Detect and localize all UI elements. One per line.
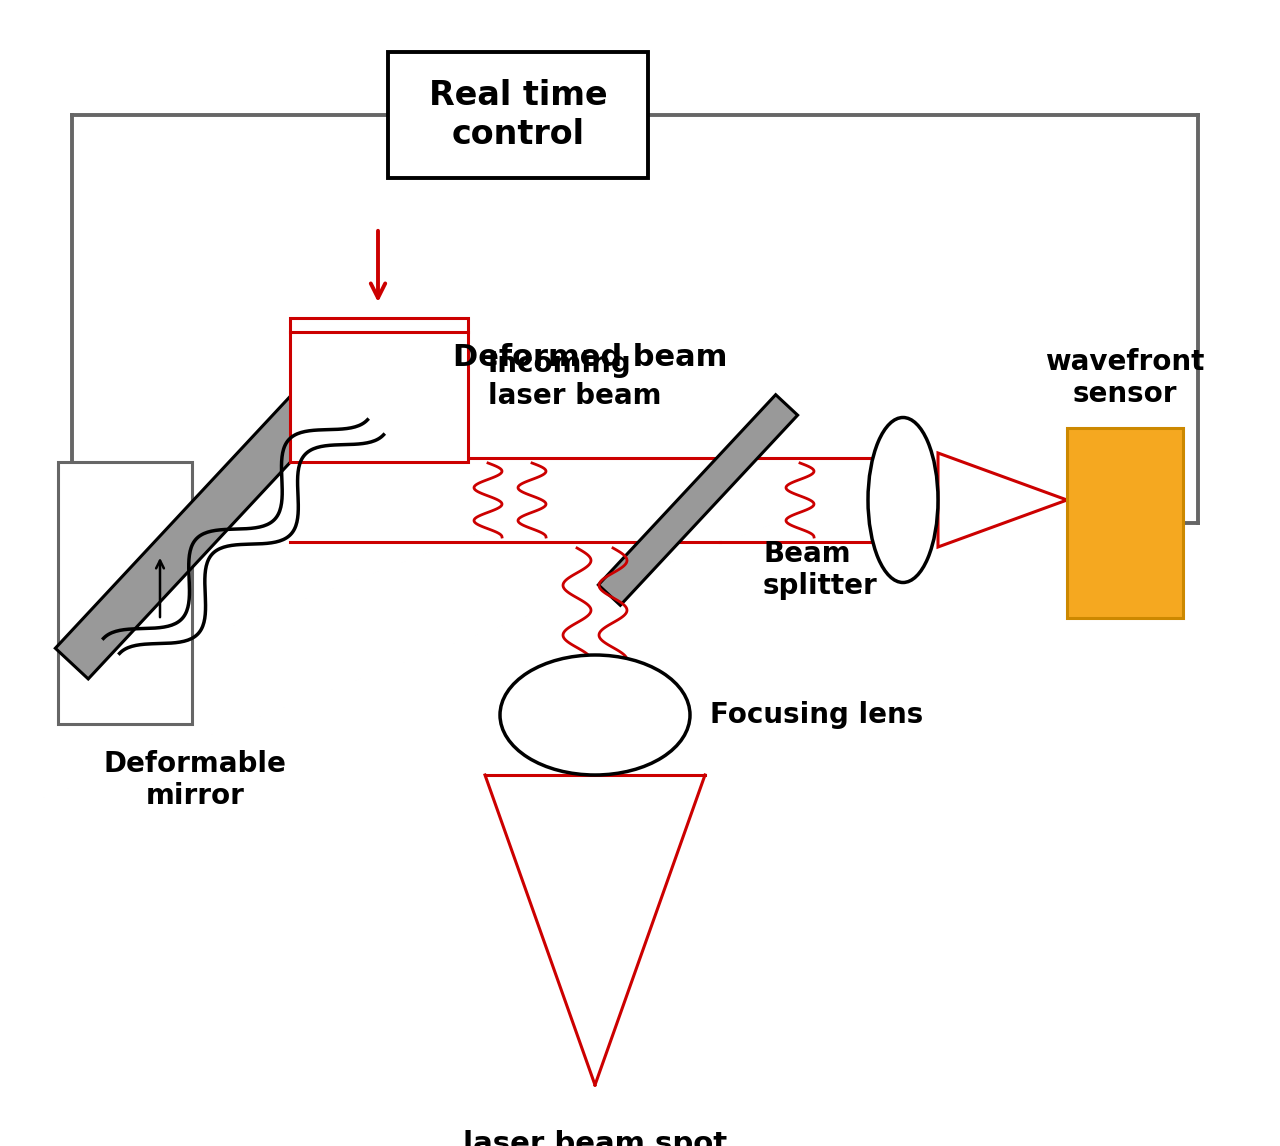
Bar [291,317,468,462]
Ellipse shape [868,417,938,582]
Text: Real time
control: Real time control [429,79,607,150]
Bar [1068,427,1183,618]
Text: Incoming
laser beam: Incoming laser beam [488,350,662,410]
Text: Deformed beam: Deformed beam [453,344,727,372]
Text: Deformable
mirror: Deformable mirror [104,749,287,810]
Text: wavefront
sensor: wavefront sensor [1046,347,1204,408]
Ellipse shape [500,656,690,775]
Text: Beam
splitter: Beam splitter [763,540,878,601]
Text: laser beam spot: laser beam spot [463,1130,727,1146]
Polygon shape [598,394,797,605]
Polygon shape [938,453,1068,547]
Bar [58,462,192,724]
Polygon shape [55,342,375,678]
Bar [388,52,648,178]
Text: Focusing lens: Focusing lens [710,701,923,729]
